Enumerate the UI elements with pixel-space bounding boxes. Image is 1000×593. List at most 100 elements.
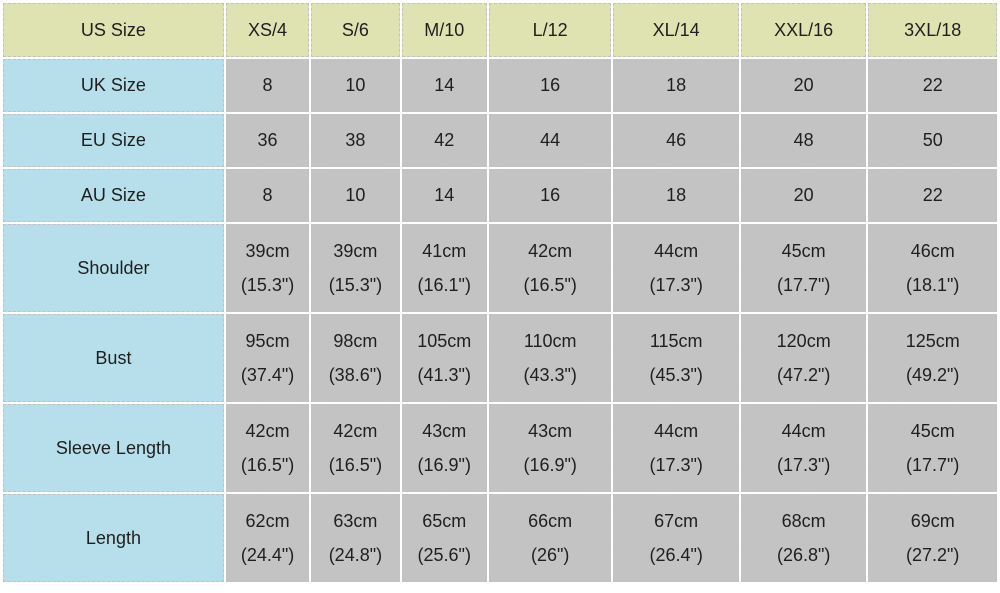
header-row: US Size XS/4 S/6 M/10 L/12 XL/14 XXL/16 … xyxy=(3,3,997,57)
inch-value: (24.4") xyxy=(240,545,295,566)
cm-value: 98cm xyxy=(333,330,378,351)
cm-value: 42cm xyxy=(245,420,290,441)
cm-value: 45cm xyxy=(781,240,826,261)
header-label-us-size: US Size xyxy=(3,3,224,57)
cm-value: 125cm xyxy=(905,330,960,351)
inch-value: (17.3") xyxy=(649,455,703,476)
inch-value: (47.2") xyxy=(776,365,831,386)
measurement-cell: 110cm (43.3") xyxy=(488,314,612,402)
size-cell: 18 xyxy=(613,169,739,222)
measurement-cell: 115cm (45.3") xyxy=(613,314,739,402)
column-header-xxl16: XXL/16 xyxy=(740,3,867,57)
row-label-eu-size: EU Size xyxy=(3,114,224,167)
column-header-3xl18: 3XL/18 xyxy=(868,3,997,57)
au-size-row: AU Size 8 10 14 16 18 20 22 xyxy=(3,169,997,222)
inch-value: (43.3") xyxy=(523,365,577,386)
cm-value: 45cm xyxy=(910,420,955,441)
measurement-cell: 62cm (24.4") xyxy=(225,494,310,582)
measurement-cell: 95cm (37.4") xyxy=(225,314,310,402)
cm-value: 43cm xyxy=(528,420,573,441)
cm-value: 69cm xyxy=(910,510,955,531)
inch-value: (24.8") xyxy=(328,545,383,566)
inch-value: (49.2") xyxy=(906,365,960,386)
measurement-cell: 44cm (17.3") xyxy=(613,404,739,492)
size-cell: 10 xyxy=(311,59,400,112)
size-cell: 22 xyxy=(868,169,997,222)
sleeve-length-row: Sleeve Length 42cm (16.5") 42cm (16.5") 43… xyxy=(3,404,997,492)
inch-value: (16.9") xyxy=(523,455,577,476)
inch-value: (16.1") xyxy=(417,275,471,296)
cm-value: 63cm xyxy=(333,510,378,531)
size-cell: 20 xyxy=(740,169,867,222)
cm-value: 95cm xyxy=(245,330,290,351)
size-cell: 42 xyxy=(401,114,487,167)
row-label-length: Length xyxy=(3,494,224,582)
inch-value: (25.6") xyxy=(417,545,471,566)
size-cell: 44 xyxy=(488,114,612,167)
measurement-cell: 44cm (17.3") xyxy=(740,404,867,492)
measurement-cell: 98cm (38.6") xyxy=(311,314,400,402)
measurement-cell: 63cm (24.8") xyxy=(311,494,400,582)
inch-value: (41.3") xyxy=(417,365,471,386)
cm-value: 39cm xyxy=(245,240,290,261)
row-label-bust: Bust xyxy=(3,314,224,402)
cm-value: 39cm xyxy=(333,240,378,261)
size-cell: 36 xyxy=(225,114,310,167)
cm-value: 42cm xyxy=(528,240,573,261)
cm-value: 44cm xyxy=(781,420,826,441)
measurement-cell: 43cm (16.9") xyxy=(488,404,612,492)
size-cell: 50 xyxy=(868,114,997,167)
measurement-cell: 43cm (16.9") xyxy=(401,404,487,492)
row-label-au-size: AU Size xyxy=(3,169,224,222)
cm-value: 67cm xyxy=(654,510,699,531)
cm-value: 46cm xyxy=(910,240,955,261)
size-cell: 46 xyxy=(613,114,739,167)
measurement-cell: 105cm (41.3") xyxy=(401,314,487,402)
row-label-sleeve-length: Sleeve Length xyxy=(3,404,224,492)
column-header-m10: M/10 xyxy=(401,3,487,57)
size-cell: 14 xyxy=(401,169,487,222)
size-cell: 22 xyxy=(868,59,997,112)
inch-value: (26") xyxy=(530,545,570,566)
inch-value: (16.5") xyxy=(240,455,295,476)
measurement-cell: 65cm (25.6") xyxy=(401,494,487,582)
size-cell: 16 xyxy=(488,169,612,222)
inch-value: (17.7") xyxy=(906,455,960,476)
column-header-xl14: XL/14 xyxy=(613,3,739,57)
inch-value: (16.5") xyxy=(523,275,577,296)
measurement-cell: 39cm (15.3") xyxy=(225,224,310,312)
inch-value: (16.9") xyxy=(417,455,471,476)
cm-value: 44cm xyxy=(654,420,699,441)
shoulder-row: Shoulder 39cm (15.3") 39cm (15.3") 41cm (16… xyxy=(3,224,997,312)
measurement-cell: 68cm (26.8") xyxy=(740,494,867,582)
column-header-s6: S/6 xyxy=(311,3,400,57)
inch-value: (17.3") xyxy=(776,455,831,476)
size-cell: 8 xyxy=(225,59,310,112)
cm-value: 105cm xyxy=(417,330,472,351)
size-cell: 18 xyxy=(613,59,739,112)
inch-value: (16.5") xyxy=(328,455,383,476)
size-cell: 8 xyxy=(225,169,310,222)
measurement-cell: 45cm (17.7") xyxy=(740,224,867,312)
size-cell: 16 xyxy=(488,59,612,112)
size-cell: 20 xyxy=(740,59,867,112)
cm-value: 42cm xyxy=(333,420,378,441)
measurement-cell: 39cm (15.3") xyxy=(311,224,400,312)
cm-value: 110cm xyxy=(523,330,577,351)
cm-value: 43cm xyxy=(422,420,467,441)
measurement-cell: 42cm (16.5") xyxy=(225,404,310,492)
inch-value: (17.7") xyxy=(776,275,831,296)
measurement-cell: 66cm (26") xyxy=(488,494,612,582)
cm-value: 65cm xyxy=(422,510,467,531)
inch-value: (38.6") xyxy=(328,365,383,386)
eu-size-row: EU Size 36 38 42 44 46 48 50 xyxy=(3,114,997,167)
size-cell: 10 xyxy=(311,169,400,222)
inch-value: (17.3") xyxy=(649,275,703,296)
measurement-cell: 44cm (17.3") xyxy=(613,224,739,312)
column-header-l12: L/12 xyxy=(488,3,612,57)
row-label-uk-size: UK Size xyxy=(3,59,224,112)
column-header-xs4: XS/4 xyxy=(225,3,310,57)
cm-value: 62cm xyxy=(245,510,290,531)
